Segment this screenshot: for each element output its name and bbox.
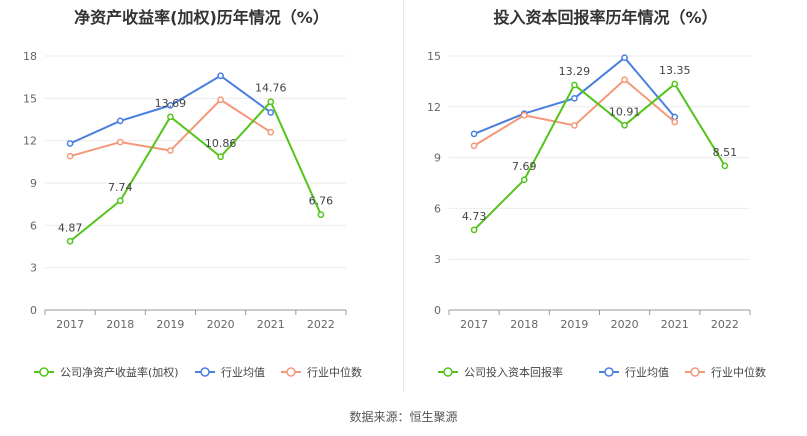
y-tick-label: 6 [30,219,37,232]
x-tick-label: 2019 [560,318,588,331]
legend-label: 公司投入资本回报率 [464,365,563,379]
chart-title: 投入资本回报率历年情况（%） [493,8,718,27]
y-tick-label: 12 [23,135,37,148]
legend-marker-icon [604,367,614,377]
legend-label: 行业均值 [625,366,669,379]
y-tick-label: 15 [427,50,441,63]
data-point [116,197,124,205]
data-point [671,118,679,126]
data-point [217,153,224,161]
y-tick-label: 18 [23,50,37,63]
data-label: 4.87 [58,221,83,234]
series-line [473,78,676,147]
legend-label: 公司净资产收益率(加权) [60,365,179,379]
legend-label: 行业均值 [221,366,265,379]
y-tick-label: 6 [434,202,441,215]
data-point [66,237,74,245]
data-point [470,226,478,234]
data-point [317,211,325,218]
data-point [267,109,275,116]
legend-marker-icon [39,367,49,377]
legend-label: 行业中位数 [307,365,362,379]
legend-item[interactable]: 行业中位数 [685,365,766,379]
data-label: 13.29 [559,65,591,78]
data-point [116,138,124,146]
data-point [267,98,275,106]
roe-line-chart: 0 3 6 9 12 15 18 2017 2018 2019 2020 2021 2022 4.87 7.… [23,50,362,379]
x-tick-label: 2022 [307,318,335,331]
y-tick-label: 12 [427,101,441,114]
legend-marker-icon [443,367,453,377]
series-line [69,100,322,243]
data-point [621,54,628,62]
data-point [66,140,74,147]
data-point [621,76,628,84]
legend-item[interactable]: 公司净资产收益率(加权) [34,365,179,379]
data-point [671,80,679,88]
chart-title: 净资产收益率(加权)历年情况（%） [74,8,329,27]
y-tick-label: 0 [30,304,37,317]
x-tick-label: 2021 [661,318,689,331]
data-label: 7.69 [512,160,537,173]
x-tick-label: 2019 [156,318,184,331]
data-point [520,111,528,119]
data-point [217,96,224,104]
data-point [167,147,174,154]
data-point [470,142,478,150]
x-tick-label: 2018 [106,318,134,331]
roic-chart-panel: 投入资本回报率历年情况（%） 0 3 6 9 12 15 2017 2018 2019 2020 2… [404,0,807,400]
legend-marker-icon [286,367,296,377]
x-tick-label: 2018 [510,318,538,331]
y-tick-label: 3 [30,262,37,275]
data-label: 4.73 [462,210,487,223]
data-point [167,113,174,121]
legend-marker-icon [690,367,700,377]
legend-marker-icon [200,367,210,377]
y-tick-label: 9 [434,152,441,165]
data-label: 6.76 [309,195,334,208]
data-label: 10.86 [205,137,237,150]
data-point [571,94,578,102]
data-point [721,162,729,170]
data-label: 13.69 [155,97,187,110]
data-point [520,176,528,184]
legend-item[interactable]: 行业中位数 [281,365,362,379]
x-tick-label: 2017 [460,318,488,331]
x-tick-label: 2021 [257,318,285,331]
data-point [621,121,628,129]
data-point [217,72,224,80]
data-label: 8.51 [713,146,738,159]
y-tick-label: 0 [434,304,441,317]
series-line [473,82,726,231]
legend-label: 行业中位数 [711,365,766,379]
x-tick-label: 2017 [56,318,84,331]
data-point [66,152,74,160]
data-label: 10.91 [609,105,641,118]
data-label: 14.76 [255,82,287,95]
y-tick-label: 3 [434,253,441,266]
data-point [571,81,578,89]
legend-item[interactable]: 公司投入资本回报率 [438,365,563,379]
data-point [571,122,578,129]
data-point [267,128,275,136]
x-tick-label: 2020 [611,318,639,331]
legend-item[interactable]: 行业均值 [195,366,265,379]
panel-divider [403,0,404,392]
data-label: 13.35 [659,64,691,77]
data-point [167,102,174,109]
x-tick-label: 2020 [207,318,235,331]
roic-line-chart: 0 3 6 9 12 15 2017 2018 2019 2020 2021 2022 4.73 7.69… [427,50,766,379]
roe-chart-panel: 净资产收益率(加权)历年情况（%） 0 3 6 9 12 15 18 2017 2018 2019… [0,0,403,400]
legend-item[interactable]: 行业均值 [599,366,669,379]
data-label: 7.74 [108,181,133,194]
y-tick-label: 15 [23,92,37,105]
x-tick-label: 2022 [711,318,739,331]
data-source-note: 数据来源：恒生聚源 [349,410,458,424]
data-point [470,130,478,138]
y-tick-label: 9 [30,177,37,190]
data-point [116,117,124,125]
